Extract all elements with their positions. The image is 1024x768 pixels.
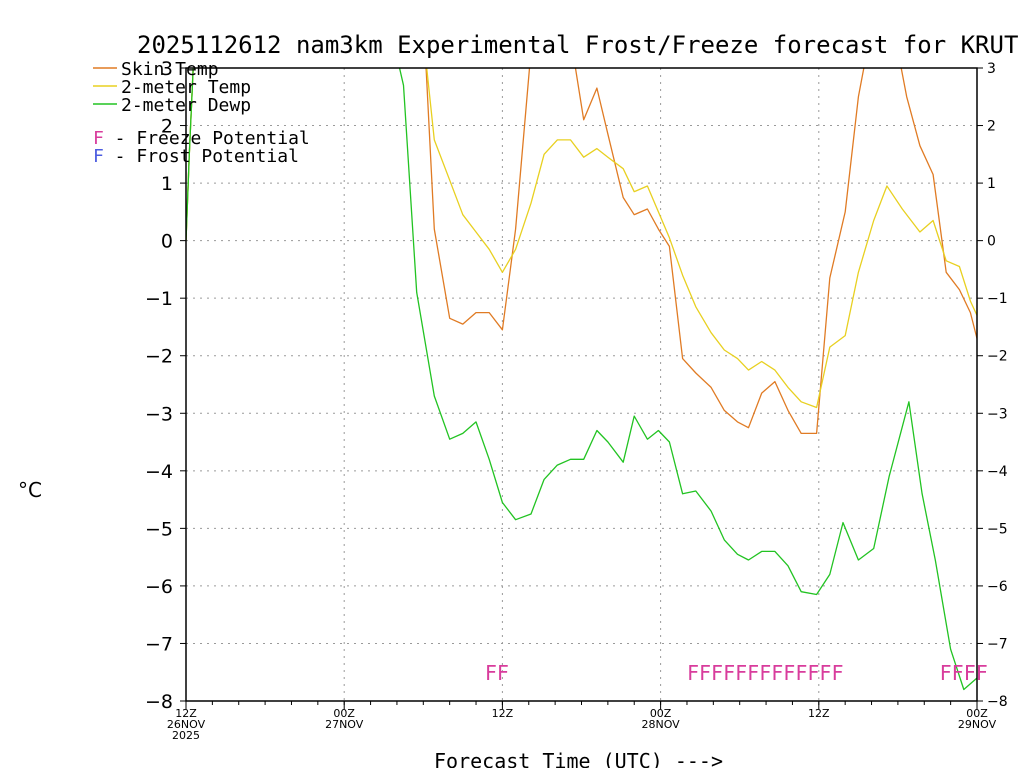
series-line-2 (186, 68, 977, 691)
y-tick-label: 3 (161, 58, 173, 80)
series-line-0 (186, 68, 977, 435)
flag-group-0: FF (485, 661, 509, 685)
series-line-1 (186, 68, 977, 409)
legend-label-2m-dewp: 2-meter Dewp (121, 95, 251, 116)
y-axis-label: °C (18, 478, 42, 502)
x-tick-label: 00Z (333, 707, 355, 720)
freeze-symbol: F (93, 128, 104, 149)
x-tick-label: 29NOV (958, 718, 997, 731)
x-tick-label: 00Z (650, 707, 672, 720)
y-tick-label-right: −5 (987, 521, 1008, 537)
flag-group-2: FFFF (940, 661, 988, 685)
y-tick-label-right: 0 (987, 234, 996, 250)
y-tick-label-right: −1 (987, 291, 1008, 307)
x-tick-label: 2025 (172, 729, 200, 742)
grid-lines (186, 68, 977, 701)
freeze-label: - Freeze Potential (104, 128, 310, 149)
x-tick-label: 26NOV (167, 718, 206, 731)
x-tick-label: 12Z (175, 707, 197, 720)
y-tick-label-right: −3 (987, 406, 1008, 422)
y-tick-label-right: 2 (987, 119, 996, 135)
chart-title: 2025112612 nam3km Experimental Frost/Fre… (137, 31, 1018, 59)
y-tick-label-right: −7 (987, 636, 1008, 652)
y-tick-label: 2 (161, 116, 173, 138)
frost-label: - Frost Potential (104, 146, 299, 167)
x-tick-label: 27NOV (325, 718, 364, 731)
y-tick-label-right: −2 (987, 349, 1008, 365)
x-tick-label: 12Z (808, 707, 830, 720)
y-tick-label: −1 (145, 288, 173, 310)
y-tick-label-right: −6 (987, 579, 1008, 595)
x-tick-label: 28NOV (641, 718, 680, 731)
y-tick-label: 0 (161, 231, 173, 253)
y-tick-label: −3 (145, 403, 173, 425)
legend-freeze-potential: F - Freeze Potential (93, 128, 310, 149)
series-lines (186, 68, 977, 691)
x-tick-label: 12Z (492, 707, 514, 720)
legend: Skin Temp 2-meter Temp 2-meter Dewp F - … (93, 59, 310, 167)
y-tick-label: −5 (145, 518, 173, 540)
legend-label-skin-temp: Skin Temp (121, 59, 219, 80)
y-axis-right: 3 2 1 0 −1 −2 −3 −4 −5 −6 −7 −8 (977, 61, 1008, 710)
flag-group-1: FFFFFFFFFFFFF (687, 661, 844, 685)
y-tick-label: −7 (145, 633, 173, 655)
plot-frame (185, 67, 978, 702)
y-tick-label-right: 3 (987, 61, 996, 77)
y-tick-label-right: −4 (987, 464, 1008, 480)
y-tick-label: −2 (145, 346, 173, 368)
y-tick-label-right: −8 (987, 694, 1008, 710)
y-axis-left: 3 2 1 0 −1 −2 −3 −4 −5 −6 −7 −8 (145, 58, 186, 713)
y-tick-label: 1 (161, 173, 173, 195)
frost-symbol: F (93, 146, 104, 167)
x-tick-label: 00Z (966, 707, 988, 720)
y-tick-label: −6 (145, 576, 173, 598)
y-tick-label: −8 (145, 691, 173, 713)
y-tick-label: −4 (145, 461, 173, 483)
legend-label-2m-temp: 2-meter Temp (121, 77, 251, 98)
y-tick-label-right: 1 (987, 176, 996, 192)
x-axis-label: Forecast Time (UTC) ---> (434, 749, 723, 768)
frost-freeze-flags: FF FFFFFFFFFFFFF FFFF (485, 661, 988, 685)
legend-frost-potential: F - Frost Potential (93, 146, 299, 167)
